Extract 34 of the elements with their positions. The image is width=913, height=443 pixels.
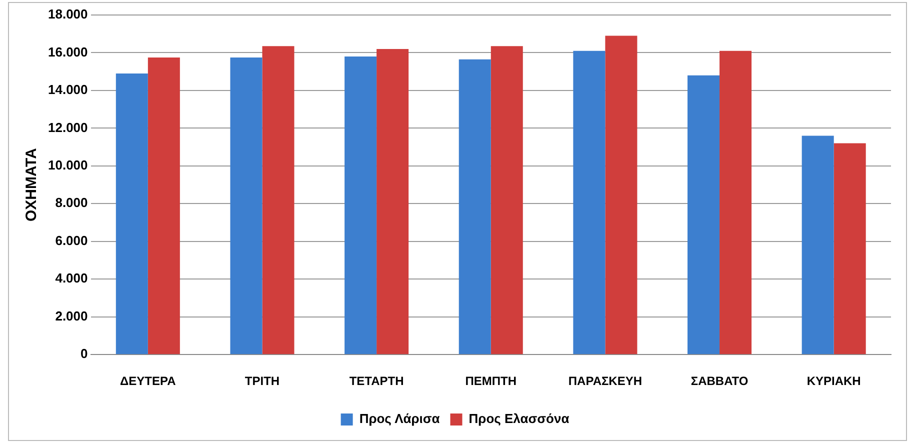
y-tick-label: 0 — [80, 346, 88, 362]
bar — [148, 57, 180, 354]
x-tick-label: ΣΑΒΒΑΤΟ — [690, 374, 748, 388]
x-tick-label: ΠΕΜΠΤΗ — [465, 374, 517, 388]
y-tick-label: 10.000 — [48, 158, 88, 173]
bar — [230, 57, 262, 354]
legend-label: Προς Ελασσόνα — [468, 411, 570, 426]
bar — [573, 50, 606, 354]
bar — [688, 75, 720, 354]
bar — [376, 48, 409, 354]
y-tick-label: 18.000 — [48, 6, 88, 22]
y-tick-label: 16.000 — [48, 44, 88, 60]
y-axis-title: ΟΧΗΜΑΤΑ — [23, 148, 40, 222]
y-tick-label: 12.000 — [48, 120, 88, 135]
bar — [344, 56, 377, 354]
bar — [720, 50, 752, 354]
bar — [834, 143, 866, 354]
x-tick-label: ΤΡΙΤΗ — [244, 374, 280, 388]
x-tick-label: ΠΑΡΑΣΚΕΥΗ — [568, 374, 642, 388]
bar — [802, 136, 834, 354]
y-tick-label: 4.000 — [55, 270, 88, 286]
bar — [458, 59, 491, 354]
y-tick-label: 6.000 — [55, 232, 88, 248]
bar — [116, 73, 148, 354]
x-tick-label: ΚΥΡΙΑΚΗ — [806, 374, 861, 388]
y-tick-label: 2.000 — [55, 308, 88, 324]
y-tick-label: 8.000 — [55, 195, 88, 210]
legend-label: Προς Λάρισα — [359, 411, 440, 426]
x-tick-label: ΔΕΥΤΕΡΑ — [120, 374, 176, 388]
bar — [605, 36, 638, 354]
bar — [262, 46, 294, 354]
x-tick-label: ΤΕΤΑΡΤΗ — [349, 374, 404, 388]
bar — [490, 46, 523, 354]
y-tick-label: 14.000 — [48, 82, 88, 98]
